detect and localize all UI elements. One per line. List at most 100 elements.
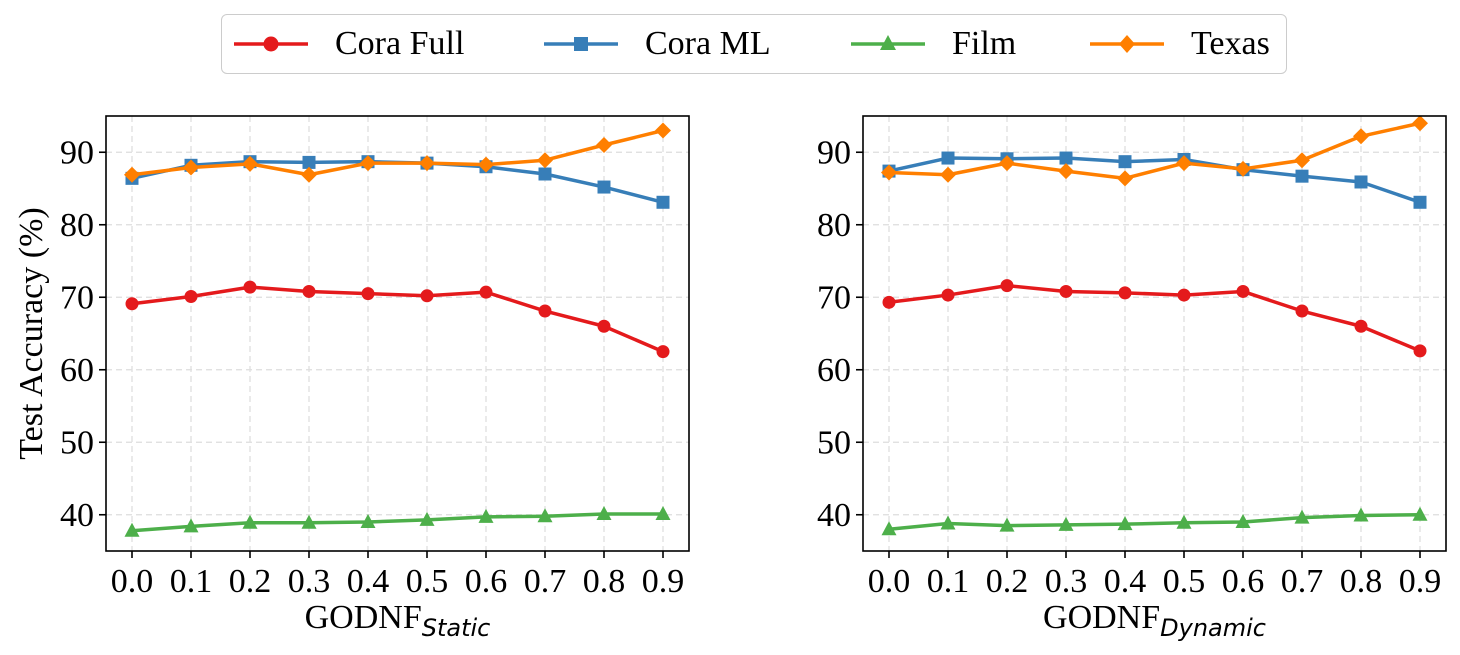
data-point-texas [940, 166, 956, 183]
y-tick-label: 70 [817, 279, 851, 316]
series-line-cora-full [888, 283, 1421, 353]
data-point-cora-full [1059, 284, 1073, 298]
triangle-marker-icon [851, 35, 925, 50]
legend: Cora Full Cora ML Film Texas [221, 14, 1287, 74]
data-point-cora-full [1000, 279, 1014, 293]
data-point-film [124, 522, 140, 537]
data-point-film [419, 511, 435, 526]
data-point-cora-ml [1354, 175, 1368, 189]
data-point-film [183, 518, 199, 533]
x-tick-label: 0.5 [1163, 563, 1206, 600]
data-point-cora-full [1118, 286, 1132, 300]
legend-label-film: Film [952, 25, 1017, 62]
x-tick-label: 0.2 [229, 563, 272, 600]
y-tick-label: 40 [817, 497, 851, 534]
data-point-film [881, 521, 897, 536]
y-tick-label: 70 [60, 279, 94, 316]
series-line-cora-full [131, 285, 664, 354]
data-point-film [1412, 506, 1428, 521]
data-point-cora-full [597, 319, 611, 333]
series-texas [881, 115, 1428, 187]
axes-frame [105, 115, 690, 552]
data-point-film [1294, 509, 1310, 524]
data-point-film [360, 514, 376, 528]
series-line-film [888, 513, 1421, 531]
x-tick-label: 0.3 [288, 563, 331, 600]
data-point-cora-full [1413, 344, 1427, 358]
chart-panel-1: 40 50 60 70 80 90 0.0 0.1 0.2 0.3 0.4 0.5 0.6 0.7 0.8 0… [13, 115, 690, 642]
x-tick-label: 0.9 [642, 563, 685, 600]
chart-panel-2: 40 50 60 70 80 90 0.0 0.1 0.2 0.3 0.4 0.5 0.6 0.7 0.8 0… [817, 115, 1447, 642]
data-point-cora-ml [1413, 195, 1427, 209]
data-point-texas [419, 155, 435, 172]
x-tick-label: 0.6 [1222, 563, 1265, 600]
data-point-texas [999, 155, 1015, 172]
data-point-film [242, 514, 258, 529]
series-film [124, 506, 671, 537]
axes-frame [862, 115, 1447, 552]
data-point-cora-full [538, 304, 552, 318]
data-point-cora-full [1295, 304, 1309, 318]
data-point-texas [1235, 160, 1251, 177]
data-point-film [1058, 516, 1074, 531]
x-tick-label: 0.4 [1104, 563, 1147, 600]
x-tick-label: 0.3 [1045, 563, 1088, 600]
data-point-film [655, 506, 671, 521]
legend-label-cora-ml: Cora ML [645, 25, 771, 62]
data-point-texas [881, 164, 897, 181]
x-tick-label: 0.9 [1399, 563, 1442, 600]
x-tick-label: 0.0 [111, 563, 154, 600]
series-texas [124, 122, 671, 183]
legend-item-cora-ml: Cora ML [542, 15, 771, 75]
data-point-cora-ml [302, 155, 316, 169]
data-point-cora-full [479, 285, 493, 299]
data-point-texas [301, 166, 317, 183]
data-point-cora-ml [1059, 151, 1073, 165]
series-cora-ml [882, 151, 1427, 209]
x-tick-label: 0.4 [347, 563, 390, 600]
grid-lines [863, 116, 1446, 551]
y-axis-label: Test Accuracy (%) [13, 207, 50, 460]
data-point-cora-full [1177, 288, 1191, 302]
x-axis-label: GODNFDynamic [1043, 599, 1266, 642]
y-tick-label: 90 [60, 134, 94, 171]
series-line-texas [131, 128, 664, 177]
data-point-cora-full [420, 289, 434, 303]
data-point-film [478, 508, 494, 523]
data-point-film [1117, 516, 1133, 531]
data-point-cora-full [656, 345, 670, 359]
x-tick-label: 0.0 [868, 563, 911, 600]
diamond-marker-icon [1090, 35, 1164, 53]
x-tick-label: 0.8 [1340, 563, 1383, 600]
data-point-film [999, 517, 1015, 532]
y-tick-label: 50 [817, 424, 851, 461]
x-tick-label: 0.6 [465, 563, 508, 600]
series-film [881, 506, 1428, 536]
x-tick-label: 0.1 [927, 563, 970, 600]
x-axis-label: GODNFStatic [305, 599, 491, 642]
legend-item-cora-full: Cora Full [232, 15, 464, 75]
circle-marker-icon [234, 36, 308, 52]
data-point-cora-full [302, 284, 316, 298]
x-tick-label: 0.7 [524, 563, 567, 600]
series-cora-full [882, 279, 1427, 358]
series-cora-full [125, 280, 670, 359]
series-line-cora-ml [888, 156, 1421, 204]
data-point-texas [655, 122, 671, 139]
data-point-texas [1058, 163, 1074, 180]
data-point-cora-full [125, 297, 139, 311]
data-point-cora-full [882, 295, 896, 309]
y-tick-label: 80 [817, 207, 851, 244]
data-point-cora-ml [656, 195, 670, 209]
x-tick-label: 0.1 [170, 563, 213, 600]
data-point-texas [596, 137, 612, 153]
y-tick-label: 60 [817, 352, 851, 389]
data-point-texas [124, 166, 140, 183]
data-point-texas [1117, 170, 1133, 187]
x-tick-label: 0.5 [406, 563, 449, 600]
y-tick-label: 40 [60, 497, 94, 534]
series-line-texas [888, 121, 1421, 181]
data-point-film [537, 508, 553, 523]
data-point-cora-full [941, 288, 955, 302]
